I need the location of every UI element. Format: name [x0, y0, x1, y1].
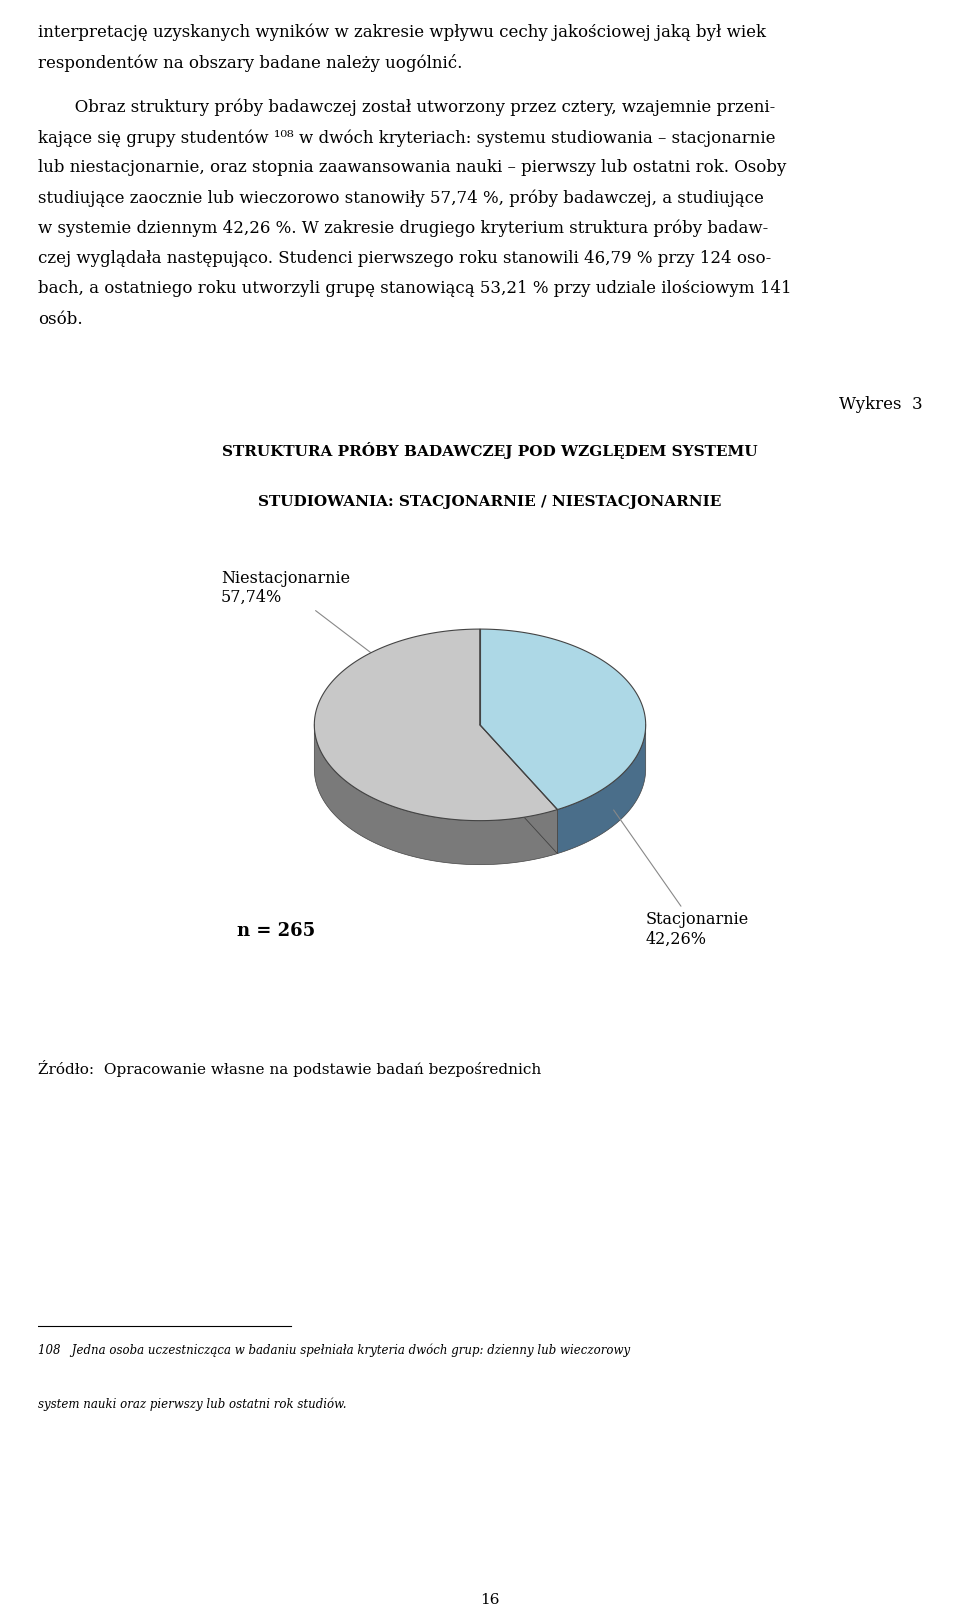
- Text: interpretację uzyskanych wyników w zakresie wpływu cechy jakościowej jaką był wi: interpretację uzyskanych wyników w zakre…: [38, 23, 766, 40]
- Polygon shape: [480, 725, 558, 854]
- Text: n = 265: n = 265: [237, 922, 315, 940]
- Text: osób.: osób.: [38, 311, 83, 328]
- Polygon shape: [480, 629, 646, 809]
- Polygon shape: [480, 725, 558, 854]
- Text: STUDIOWANIA: STACJONARNIE / NIESTACJONARNIE: STUDIOWANIA: STACJONARNIE / NIESTACJONAR…: [258, 495, 721, 508]
- Text: 16: 16: [480, 1594, 499, 1607]
- Text: Źródło:  Opracowanie własne na podstawie badań bezpośrednich: Źródło: Opracowanie własne na podstawie …: [38, 1060, 541, 1078]
- Text: czej wyglądała następująco. Studenci pierwszego roku stanowili 46,79 % przy 124 : czej wyglądała następująco. Studenci pie…: [38, 251, 772, 267]
- Text: respondentów na obszary badane należy uogólnić.: respondentów na obszary badane należy uo…: [38, 53, 463, 71]
- Polygon shape: [314, 629, 558, 820]
- Text: w systemie dziennym 42,26 %. W zakresie drugiego kryterium struktura próby badaw: w systemie dziennym 42,26 %. W zakresie …: [38, 220, 769, 238]
- Polygon shape: [558, 725, 646, 854]
- Text: studiujące zaocznie lub wieczorowo stanowiły 57,74 %, próby badawczej, a studiuj: studiujące zaocznie lub wieczorowo stano…: [38, 189, 764, 207]
- Text: 108   Jedna osoba uczestnicząca w badaniu spełniała kryteria dwóch grup: dzienny: 108 Jedna osoba uczestnicząca w badaniu …: [38, 1345, 631, 1358]
- Text: lub niestacjonarnie, oraz stopnia zaawansowania nauki – pierwszy lub ostatni rok: lub niestacjonarnie, oraz stopnia zaawan…: [38, 160, 787, 176]
- Text: bach, a ostatniego roku utworzyli grupę stanowiącą 53,21 % przy udziale ilościow: bach, a ostatniego roku utworzyli grupę …: [38, 280, 792, 298]
- Text: system nauki oraz pierwszy lub ostatni rok studiów.: system nauki oraz pierwszy lub ostatni r…: [38, 1398, 347, 1411]
- Text: STRUKTURA PRÓBY BADAWCZEJ POD WZGLĘDEM SYSTEMU: STRUKTURA PRÓBY BADAWCZEJ POD WZGLĘDEM S…: [222, 442, 757, 460]
- Text: Niestacjonarnie
57,74%: Niestacjonarnie 57,74%: [221, 570, 372, 654]
- Text: kające się grupy studentów ¹⁰⁸ w dwóch kryteriach: systemu studiowania – stacjon: kające się grupy studentów ¹⁰⁸ w dwóch k…: [38, 129, 776, 147]
- Text: Wykres  3: Wykres 3: [839, 396, 923, 413]
- Text: Stacjonarnie
42,26%: Stacjonarnie 42,26%: [613, 811, 749, 948]
- Polygon shape: [314, 725, 558, 864]
- Text: Obraz struktury próby badawczej został utworzony przez cztery, wzajemnie przeni-: Obraz struktury próby badawczej został u…: [38, 99, 776, 116]
